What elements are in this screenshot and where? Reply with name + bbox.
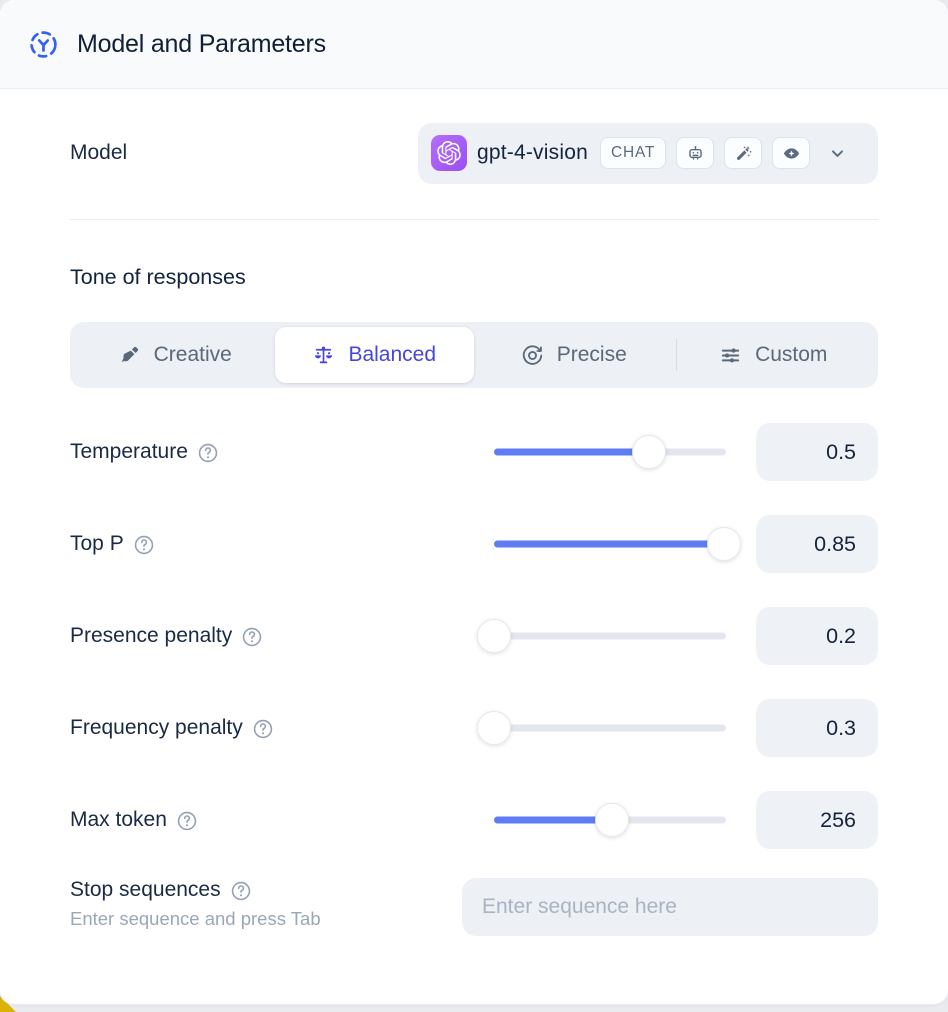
tone-option-label: Balanced	[348, 343, 437, 366]
model-label: Model	[70, 141, 128, 164]
stop-sequences-row: Stop sequences Enter sequence and press …	[70, 866, 878, 936]
parameter-row-presence-penalty: Presence penalty 0.2	[70, 590, 878, 682]
stop-sequences-helper: Enter sequence and press Tab	[70, 908, 321, 929]
frequency-penalty-slider[interactable]	[477, 711, 726, 745]
max-token-value: 256	[756, 791, 878, 849]
chevron-down-icon	[828, 144, 847, 163]
presence-penalty-value: 0.2	[756, 607, 878, 665]
help-icon[interactable]	[133, 534, 155, 556]
magic-wand-icon	[736, 145, 752, 160]
selected-model-name: gpt-4-vision	[477, 141, 588, 164]
parameter-row-top-p: Top P 0.85	[70, 498, 878, 590]
stop-sequences-label: Stop sequences	[70, 878, 321, 902]
robot-icon	[688, 145, 702, 160]
slider-thumb[interactable]	[477, 711, 511, 745]
sliders-icon	[721, 348, 740, 362]
openai-logo	[431, 135, 467, 171]
tone-option-custom[interactable]: Custom	[674, 327, 874, 383]
balance-scale-icon	[315, 346, 333, 363]
help-icon[interactable]	[252, 718, 274, 740]
slider-thumb[interactable]	[477, 619, 511, 653]
top-p-slider[interactable]	[494, 527, 741, 561]
robot-capability-chip	[676, 137, 715, 169]
model-select-dropdown[interactable]: gpt-4-vision CHAT	[418, 122, 878, 184]
panel-header: Model and Parameters	[0, 0, 948, 89]
target-icon	[522, 344, 542, 365]
top-p-value: 0.85	[756, 515, 878, 573]
model-hub-icon	[28, 29, 59, 60]
help-icon[interactable]	[230, 880, 252, 902]
parameter-row-max-token: Max token 256	[70, 774, 878, 866]
paintbrush-icon	[121, 346, 138, 362]
tone-segmented-control: Creative Balanced	[70, 322, 878, 388]
tone-option-label: Precise	[556, 343, 627, 366]
parameter-label: Temperature	[70, 440, 219, 464]
model-row: Model gpt-4-vision CHAT	[70, 121, 878, 185]
slider-thumb[interactable]	[632, 435, 667, 469]
parameter-label: Frequency penalty	[70, 716, 274, 740]
temperature-slider[interactable]	[494, 435, 726, 469]
max-token-slider[interactable]	[494, 803, 726, 837]
panel-title: Model and Parameters	[77, 29, 326, 58]
tone-option-balanced[interactable]: Balanced	[274, 327, 474, 383]
segment-divider	[676, 339, 677, 371]
help-icon[interactable]	[197, 442, 219, 464]
frequency-penalty-value: 0.3	[756, 699, 878, 757]
stop-sequence-input[interactable]	[462, 878, 878, 936]
magic-capability-chip	[724, 137, 763, 169]
section-divider	[70, 219, 878, 220]
vision-eye-icon	[783, 147, 799, 159]
slider-thumb[interactable]	[706, 527, 741, 561]
tone-option-label: Creative	[153, 343, 232, 366]
help-icon[interactable]	[176, 810, 198, 832]
parameter-label: Max token	[70, 808, 198, 832]
parameters-list: Temperature 0.5 Top P	[70, 406, 878, 866]
tone-option-creative[interactable]: Creative	[75, 327, 275, 383]
presence-penalty-slider[interactable]	[477, 619, 726, 653]
tone-heading: Tone of responses	[70, 265, 246, 289]
model-type-badge: CHAT	[599, 137, 667, 169]
tone-option-precise[interactable]: Precise	[474, 327, 674, 383]
parameter-label: Top P	[70, 532, 155, 556]
slider-thumb[interactable]	[595, 803, 630, 837]
help-icon[interactable]	[241, 626, 263, 648]
temperature-value: 0.5	[756, 423, 878, 481]
parameter-row-temperature: Temperature 0.5	[70, 406, 878, 498]
parameter-row-frequency-penalty: Frequency penalty 0.3	[70, 682, 878, 774]
parameter-label: Presence penalty	[70, 624, 263, 648]
vision-capability-chip	[772, 137, 811, 169]
tone-option-label: Custom	[755, 343, 828, 366]
